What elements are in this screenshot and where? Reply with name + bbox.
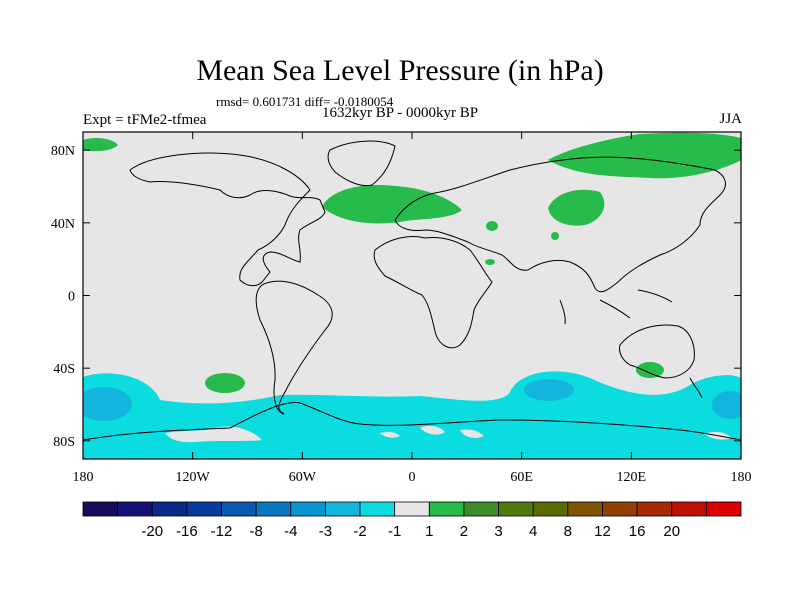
x-tick-label: 180	[73, 470, 94, 485]
colorbar-label: 16	[629, 523, 646, 540]
colorbar-swatch	[463, 501, 499, 517]
colorbar-label: -1	[388, 523, 401, 540]
colorbar-swatch	[117, 501, 153, 517]
y-tick-label: 80N	[51, 144, 75, 159]
colorbar-label: 20	[663, 523, 680, 540]
colorbar-label: 12	[594, 523, 611, 540]
colorbar-label: 1	[425, 523, 433, 540]
x-tick-label: 60E	[510, 470, 533, 485]
colorbar-label: -12	[211, 523, 233, 540]
colorbar-label: 2	[460, 523, 468, 540]
coastlines	[83, 140, 741, 441]
colorbar: -20 -16 -12 -8 -4 -3 -2 -1 1 2 3 4 8 12 16 20	[82, 501, 742, 540]
x-tick-label: 60W	[289, 470, 317, 485]
colorbar-swatch	[82, 501, 119, 517]
colorbar-swatch	[671, 501, 707, 517]
y-tick-label: 40N	[51, 217, 75, 232]
x-tick-label: 120W	[176, 470, 211, 485]
x-tick-label: 120E	[617, 470, 647, 485]
colorbar-label: -16	[176, 523, 198, 540]
y-tick-label: 40S	[53, 362, 75, 377]
colorbar-swatch	[151, 501, 188, 517]
colorbar-swatch	[186, 501, 222, 517]
x-tick-label: 0	[409, 470, 416, 485]
colorbar-swatch	[567, 501, 603, 517]
y-axis: 80N 40N 0 40S 80S	[51, 144, 741, 450]
colorbar-swatch	[359, 501, 396, 517]
x-axis: 180 120W 60W 0 60E 120E 180	[73, 132, 752, 485]
colorbar-swatch	[290, 501, 326, 517]
colorbar-swatch	[325, 501, 361, 517]
colorbar-label: -3	[319, 523, 332, 540]
map-area	[83, 132, 741, 459]
colorbar-label: 4	[529, 523, 537, 540]
colorbar-label: -8	[249, 523, 262, 540]
colorbar-swatch	[602, 501, 638, 517]
colorbar-label: 3	[494, 523, 502, 540]
x-tick-label: 180	[731, 470, 752, 485]
colorbar-label: -4	[284, 523, 297, 540]
colorbar-swatch	[705, 501, 742, 517]
y-tick-label: 80S	[53, 435, 75, 450]
stats-text: rmsd= 0.601731 diff= -0.0180054	[216, 94, 394, 109]
colorbar-label: -2	[353, 523, 366, 540]
colorbar-swatch	[394, 501, 430, 517]
colorbar-swatch	[532, 501, 569, 517]
colorbar-swatch	[428, 501, 465, 517]
season-label: JJA	[719, 111, 742, 127]
colorbar-swatch	[221, 501, 257, 517]
colorbar-swatch	[636, 501, 673, 517]
experiment-label: Expt = tFMe2-tfmea	[83, 112, 207, 128]
colorbar-label: 8	[564, 523, 572, 540]
colorbar-label: -20	[141, 523, 163, 540]
y-tick-label: 0	[68, 290, 75, 305]
period-label: 1632kyr BP - 0000kyr BP	[322, 105, 479, 121]
colorbar-swatch	[255, 501, 292, 517]
chart-title: Mean Sea Level Pressure (in hPa)	[196, 54, 604, 87]
colorbar-swatch	[498, 501, 534, 517]
negative-anomaly-core	[83, 379, 741, 421]
